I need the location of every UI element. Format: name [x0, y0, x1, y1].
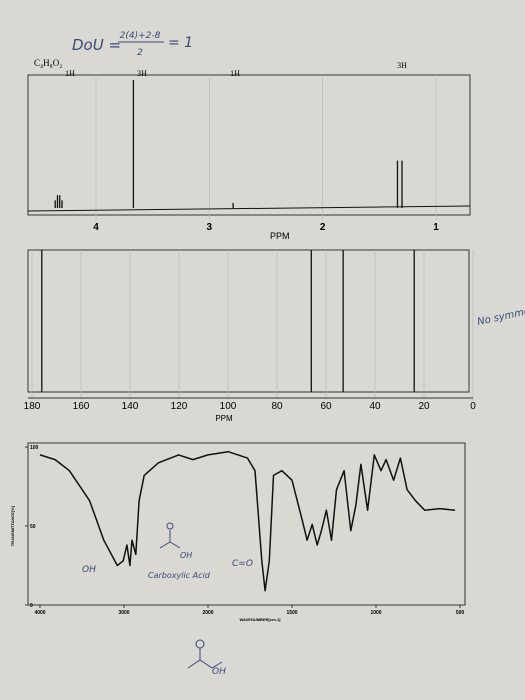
x-tick-label: 40 — [369, 401, 381, 412]
x-tick-label: 4 — [93, 222, 99, 233]
ir-annotation: OH — [82, 565, 96, 575]
x-tick-label: 160 — [73, 401, 90, 412]
y-axis-label: TRANSMITTANCE[%] — [10, 505, 15, 546]
acid-sketch-o — [166, 522, 174, 530]
y-tick-label: 100 — [30, 445, 39, 451]
plot-frame — [27, 442, 466, 606]
x-tick-label: 3000 — [118, 610, 129, 616]
x-tick-label: 60 — [320, 401, 332, 412]
x-tick-label: 80 — [271, 401, 283, 412]
acid-sketch — [159, 530, 181, 549]
structure-sketch-o — [195, 639, 205, 649]
formula: C₄H₈O₂ — [34, 58, 62, 68]
x-tick-label: 180 — [24, 401, 41, 412]
x-tick-label: 500 — [456, 610, 465, 616]
dou-result: = 1 — [168, 35, 193, 51]
x-tick-label: 100 — [220, 401, 237, 412]
x-tick-label: 1500 — [286, 610, 297, 616]
plot-frame — [27, 249, 470, 393]
x-tick-label: 1 — [433, 222, 439, 233]
x-tick-label: 20 — [418, 401, 430, 412]
x-axis-label: PPM — [270, 231, 290, 241]
structure-sketch — [187, 648, 223, 669]
x-tick-label: 140 — [122, 401, 139, 412]
integration-label: 1H — [230, 69, 240, 78]
x-tick-label: 2000 — [202, 610, 213, 616]
x-tick-label: 1000 — [370, 610, 381, 616]
x-tick-label: 120 — [171, 401, 188, 412]
x-tick-label: 2 — [320, 222, 326, 233]
ir-annotation: C=O — [232, 559, 253, 569]
x-tick-label: 0 — [470, 401, 476, 412]
ir-annotation: OH — [180, 551, 192, 560]
dou-label: DoU = — [72, 36, 121, 54]
ir-annotation: Carboxylic Acid — [148, 571, 211, 580]
x-tick-label: 3 — [207, 222, 213, 233]
x-axis-label: PPM — [215, 414, 233, 423]
baseline — [27, 205, 471, 212]
integration-label: 1H — [65, 69, 75, 78]
plot-frame — [27, 74, 471, 216]
dou-numerator: 2(4)+2-8 — [120, 31, 161, 41]
integration-label: 3H — [137, 69, 147, 78]
dou-denominator: 2 — [137, 48, 143, 58]
x-tick-label: 4000 — [34, 610, 45, 616]
ir-trace — [39, 450, 456, 592]
y-tick-label: 0 — [30, 603, 33, 609]
structure-label: OH — [212, 667, 226, 677]
integration-label: 3H — [397, 61, 407, 70]
x-axis-label: WAVENUMBER[cm-1] — [239, 617, 281, 622]
y-tick-label: 50 — [30, 524, 36, 530]
